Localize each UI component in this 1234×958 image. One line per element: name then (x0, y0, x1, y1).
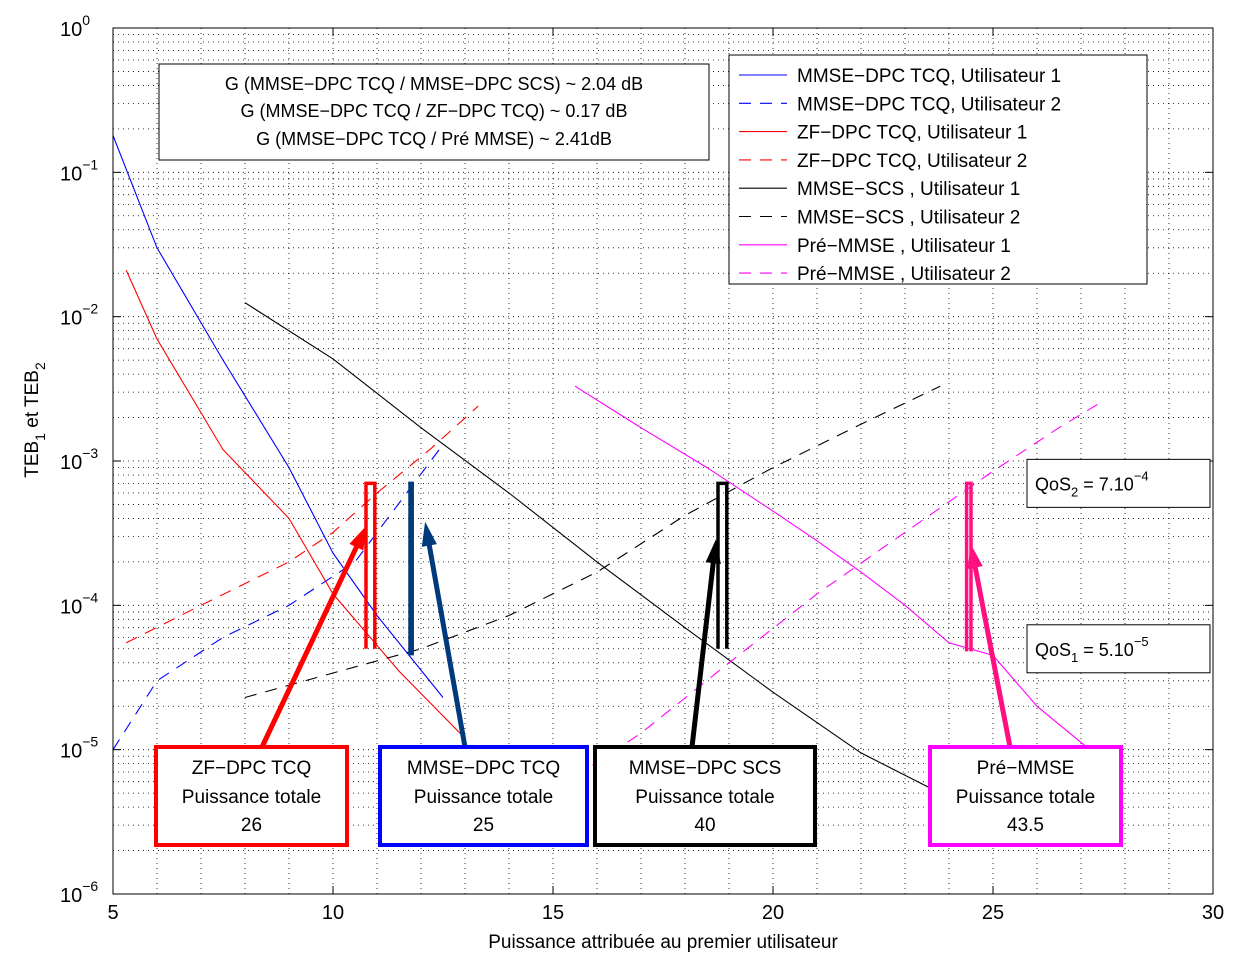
annotation-frame (378, 745, 589, 847)
annotation-box-4: Pré−MMSE Puissance totale 43.5 (928, 745, 1123, 847)
annotation-arrow-4 (972, 566, 1013, 748)
annotation-name: MMSE−DPC TCQ (407, 758, 560, 779)
x-tick-label: 30 (1202, 902, 1224, 924)
qos-text: QoS2 = 7.10−4 (1035, 468, 1149, 499)
series-line-8 (574, 400, 1104, 778)
annotation-subtitle: Puissance totale (956, 787, 1095, 808)
x-tick-label: 10 (322, 902, 344, 924)
annotation-frame (928, 745, 1123, 847)
y-tick-label: 10−6 (60, 878, 98, 907)
annotation-name: MMSE−DPC SCS (629, 758, 782, 779)
annotation-arrowhead-2 (421, 521, 437, 547)
annotation-arrow-1 (259, 545, 359, 749)
annotations: ZF−DPC TCQ Puissance totale 26 MMSE−DPC TCQ… (154, 521, 1123, 847)
y-tick-labels: 100 10−1 10−2 10−3 10−4 10−5 10−6 (60, 12, 1213, 907)
annotation-frame (154, 745, 349, 847)
x-tick-label: 20 (762, 902, 784, 924)
series-line-4 (125, 405, 479, 644)
x-tick-label: 15 (542, 902, 564, 924)
legend: MMSE−DPC TCQ, Utilisateur 1 MMSE−DPC TCQ,… (728, 54, 1148, 285)
series-line-2 (113, 444, 444, 750)
y-tick-label: 10−4 (60, 589, 98, 618)
x-tick-labels: 5 10 15 20 25 30 (107, 28, 1224, 924)
annotation-box-1: ZF−DPC TCQ Puissance totale 26 (154, 745, 349, 847)
legend-label-7: Pré−MMSE , Utilisateur 1 (797, 236, 1011, 257)
annotation-name: ZF−DPC TCQ (192, 758, 311, 779)
qos-text: QoS1 = 5.10−5 (1035, 634, 1149, 665)
legend-label-4: ZF−DPC TCQ, Utilisateur 2 (797, 151, 1027, 172)
series-layer (113, 135, 1104, 794)
series-line-7 (574, 385, 1091, 751)
x-axis-label: Puissance attribuée au premier utilisate… (488, 932, 838, 953)
qos-marker-3 (716, 481, 729, 649)
y-tick-label: 10−2 (60, 301, 98, 330)
annotation-value: 25 (473, 815, 494, 836)
gain-box: G (MMSE−DPC TCQ / MMSE−DPC SCS) ~ 2.04 d… (158, 63, 710, 161)
legend-label-2: MMSE−DPC TCQ, Utilisateur 2 (797, 94, 1061, 115)
legend-frame (728, 54, 1148, 285)
gain-line-1: G (MMSE−DPC TCQ / MMSE−DPC SCS) ~ 2.04 d… (225, 74, 643, 94)
qos-marker-2 (408, 481, 414, 656)
annotation-arrowhead-3 (705, 539, 721, 565)
annotation-arrowhead-4 (967, 543, 983, 569)
qos-box (1026, 458, 1211, 508)
series-line-5 (244, 302, 941, 794)
x-tick-label: 5 (107, 902, 118, 924)
annotation-subtitle: Puissance totale (635, 787, 774, 808)
annotation-frame (593, 745, 817, 847)
legend-label-8: Pré−MMSE , Utilisateur 2 (797, 264, 1011, 285)
legend-label-1: MMSE−DPC TCQ, Utilisateur 1 (797, 66, 1061, 87)
annotation-box-3: MMSE−DPC SCS Puissance totale 40 (593, 745, 817, 847)
qos-label-1: QoS2 = 7.10−4 (1026, 458, 1211, 508)
y-tick-label: 10−3 (60, 445, 98, 474)
legend-label-6: MMSE−SCS , Utilisateur 2 (797, 208, 1020, 229)
y-tick-label: 10−1 (60, 156, 98, 185)
annotation-name: Pré−MMSE (977, 758, 1075, 779)
annotation-value: 26 (241, 815, 262, 836)
gain-box-frame (158, 63, 710, 161)
gain-line-2: G (MMSE−DPC TCQ / ZF−DPC TCQ) ~ 0.17 dB (241, 101, 628, 121)
qos-label-2: QoS1 = 5.10−5 (1026, 624, 1211, 674)
annotation-arrowhead-1 (349, 525, 367, 551)
annotation-arrow-2 (426, 544, 468, 748)
series-line-3 (125, 269, 466, 739)
annotation-arrow-3 (689, 562, 716, 748)
legend-label-5: MMSE−SCS , Utilisateur 1 (797, 179, 1020, 200)
annotation-subtitle: Puissance totale (182, 787, 321, 808)
annotation-subtitle: Puissance totale (414, 787, 553, 808)
annotation-value: 43.5 (1007, 815, 1044, 836)
y-tick-label: 100 (60, 12, 90, 41)
gain-line-3: G (MMSE−DPC TCQ / Pré MMSE) ~ 2.41dB (256, 129, 612, 149)
series-line-1 (113, 135, 444, 698)
y-tick-label: 10−5 (60, 734, 98, 763)
annotation-box-2: MMSE−DPC TCQ Puissance totale 25 (378, 745, 589, 847)
annotation-value: 40 (694, 815, 715, 836)
x-tick-label: 25 (982, 902, 1004, 924)
qos-labels: QoS2 = 7.10−4 QoS1 = 5.10−5 (1026, 458, 1211, 674)
legend-label-3: ZF−DPC TCQ, Utilisateur 1 (797, 123, 1027, 144)
y-axis-label: TEB1 et TEB2 (22, 362, 48, 478)
qos-marker-1 (364, 481, 377, 649)
qos-box (1026, 624, 1211, 674)
